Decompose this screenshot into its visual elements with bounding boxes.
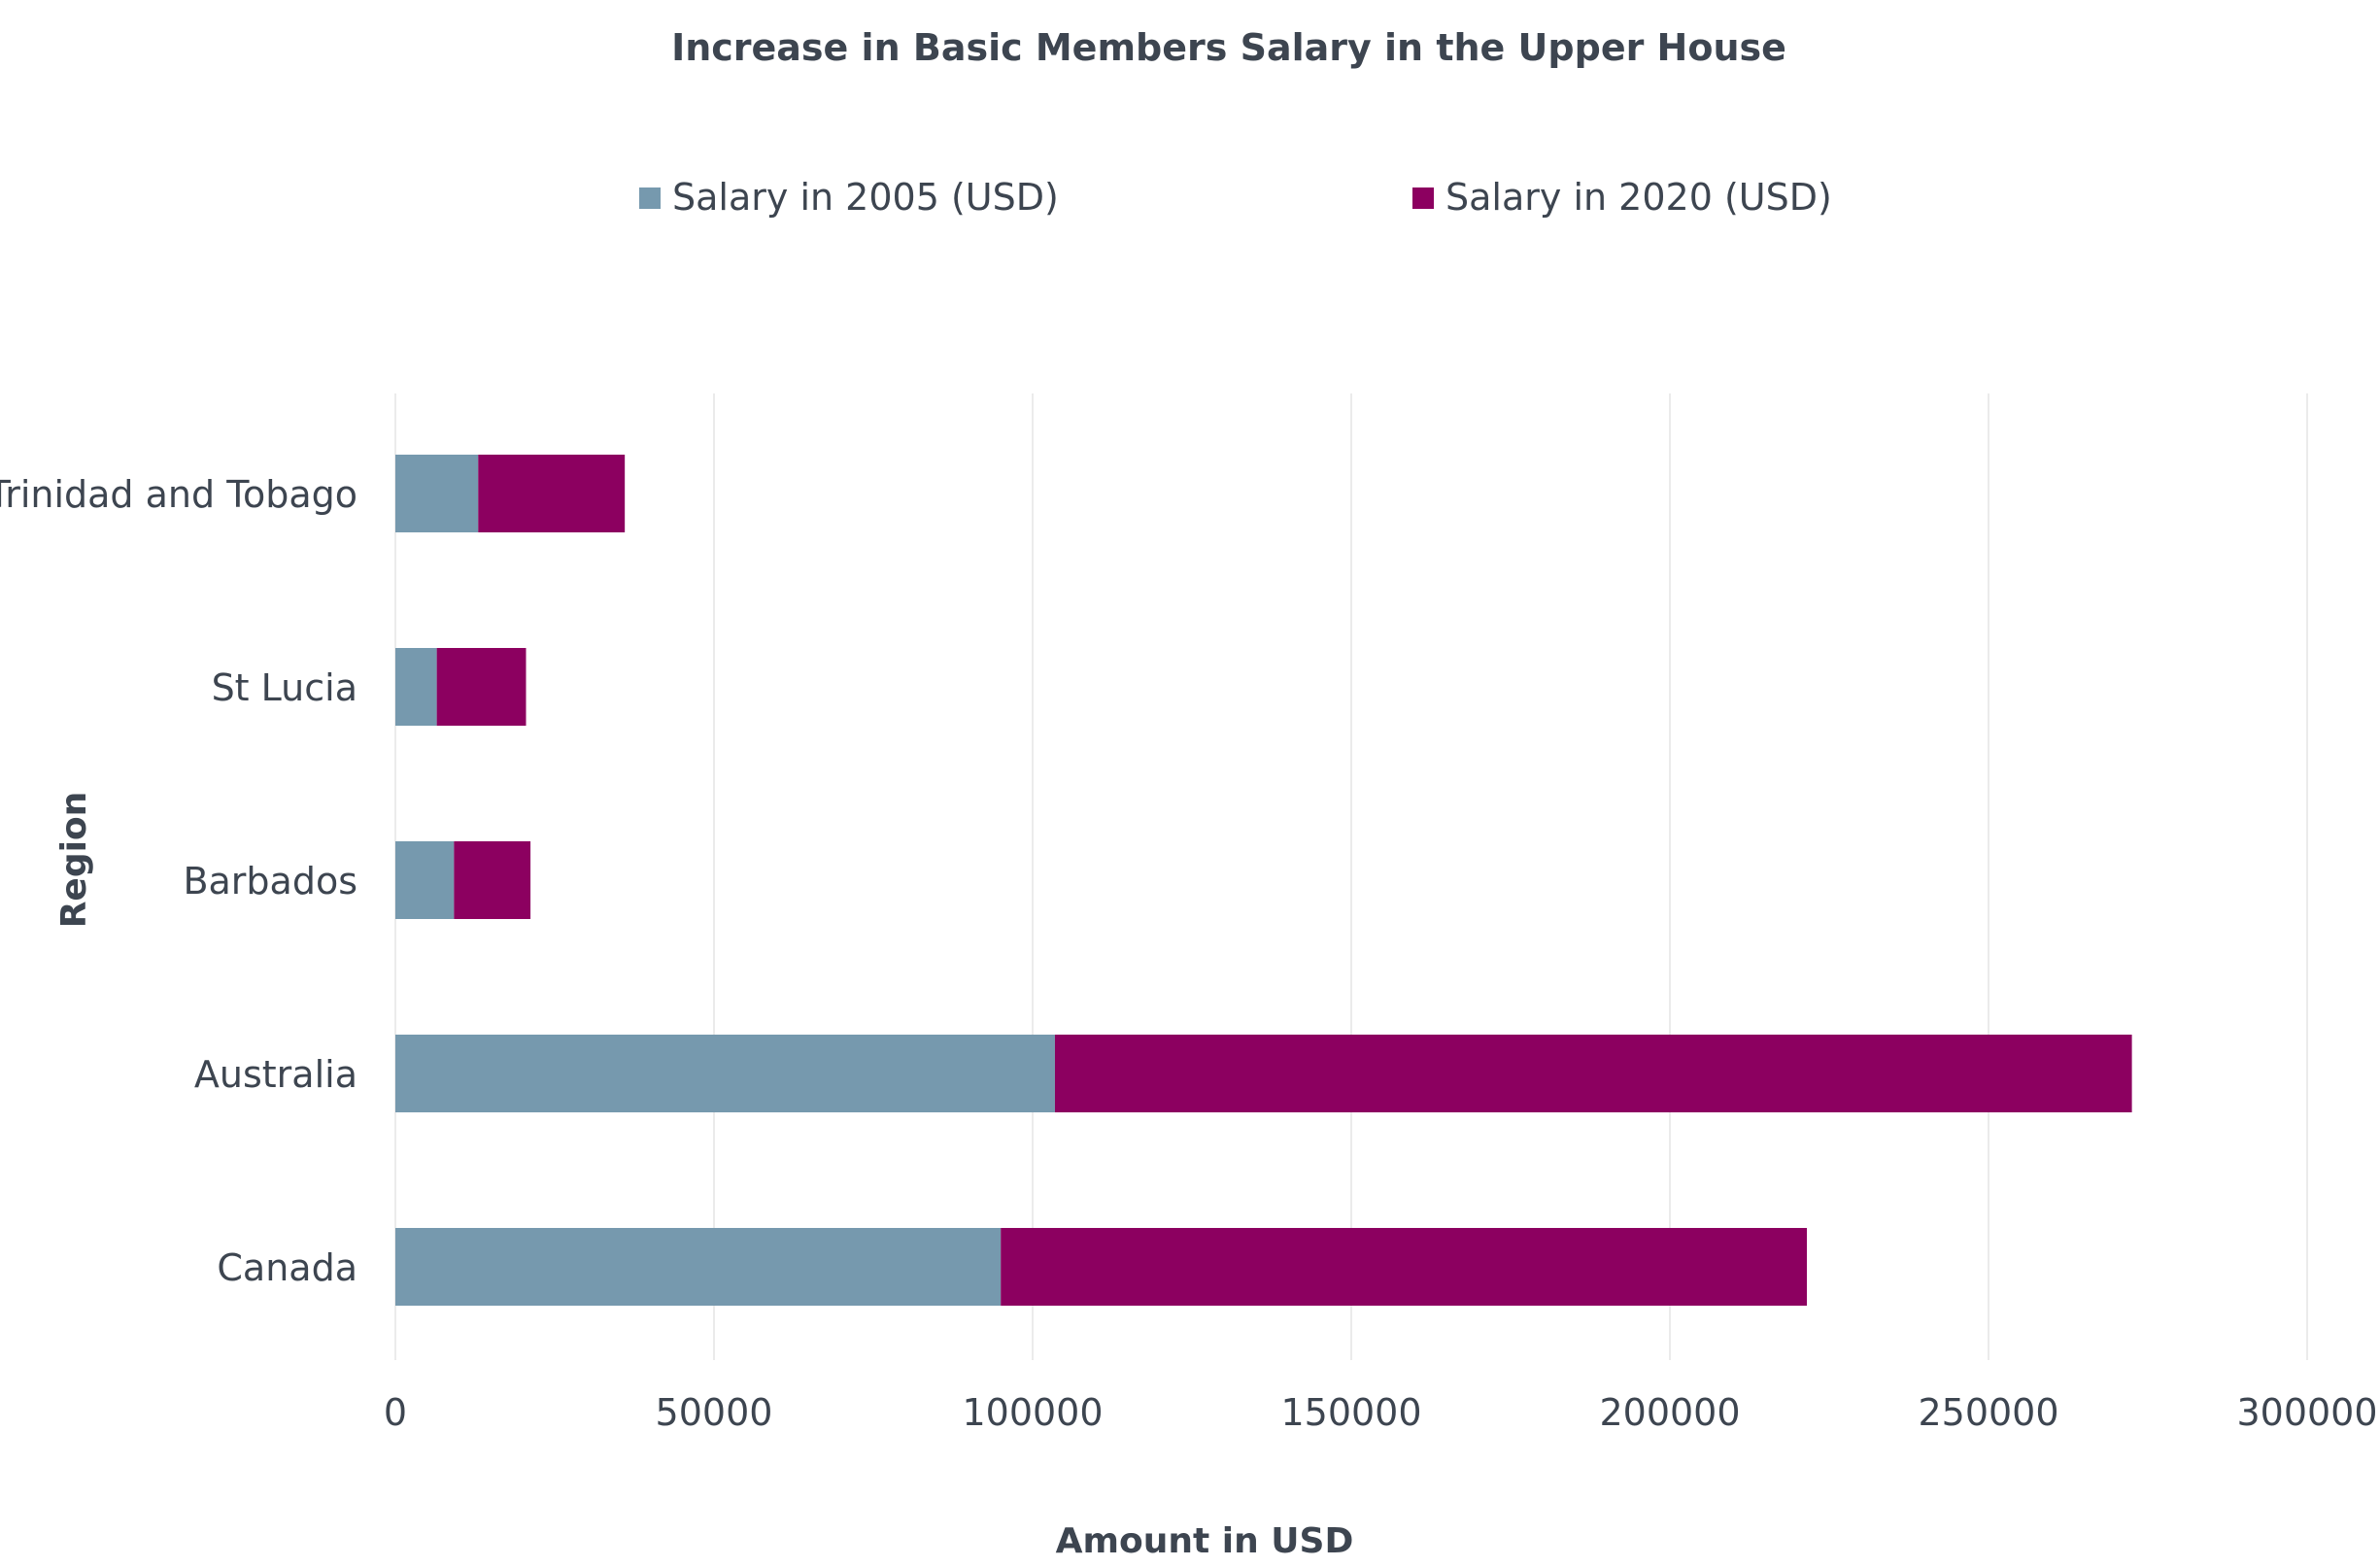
- legend-label-salary-2020[interactable]: Salary in 2020 (USD): [1445, 176, 1832, 219]
- x-tick-label: 0: [384, 1391, 407, 1434]
- y-tick-label-st-lucia: St Lucia: [212, 666, 357, 709]
- legend-label-salary-2005[interactable]: Salary in 2005 (USD): [672, 176, 1059, 219]
- x-tick-label: 50000: [656, 1391, 773, 1434]
- y-tick-label-barbados: Barbados: [183, 860, 357, 903]
- bar-canada-salary-in-2020-usd[interactable]: [1001, 1228, 1808, 1306]
- y-tick-label-australia: Australia: [194, 1053, 357, 1096]
- x-axis-tick-labels: 0 50000 100000 150000 200000 250000 300000: [384, 1391, 2378, 1434]
- y-axis-tick-labels: Trinidad and Tobago St Lucia Barbados Austr…: [0, 473, 357, 1289]
- bar-australia-salary-in-2020-usd[interactable]: [1054, 1035, 2132, 1112]
- bar-trinidad-and-tobago-salary-in-2005-usd[interactable]: [395, 455, 479, 532]
- x-tick-label: 100000: [962, 1391, 1103, 1434]
- y-tick-label-trinidad-and-tobago: Trinidad and Tobago: [0, 473, 357, 516]
- bars: [395, 455, 2132, 1306]
- y-axis-title: Region: [54, 792, 94, 929]
- y-tick-label-canada: Canada: [217, 1246, 357, 1289]
- bar-barbados-salary-in-2020-usd[interactable]: [454, 841, 531, 919]
- legend-swatch-salary-2005: [639, 187, 661, 209]
- bar-trinidad-and-tobago-salary-in-2020-usd[interactable]: [478, 455, 626, 532]
- bar-canada-salary-in-2005-usd[interactable]: [395, 1228, 1002, 1306]
- x-tick-label: 200000: [1599, 1391, 1740, 1434]
- legend-swatch-salary-2020: [1412, 187, 1434, 209]
- bar-australia-salary-in-2005-usd[interactable]: [395, 1035, 1055, 1112]
- x-tick-label: 250000: [1918, 1391, 2058, 1434]
- bar-st-lucia-salary-in-2005-usd[interactable]: [395, 648, 437, 726]
- gridlines: [394, 393, 2308, 1360]
- legend: Salary in 2005 (USD) Salary in 2020 (USD…: [639, 176, 1832, 219]
- bar-barbados-salary-in-2005-usd[interactable]: [395, 841, 455, 919]
- x-axis-title: Amount in USD: [1056, 1521, 1354, 1561]
- chart-title: Increase in Basic Members Salary in the …: [671, 26, 1786, 69]
- bar-st-lucia-salary-in-2020-usd[interactable]: [436, 648, 527, 726]
- x-tick-label: 150000: [1280, 1391, 1421, 1434]
- x-tick-label: 300000: [2236, 1391, 2377, 1434]
